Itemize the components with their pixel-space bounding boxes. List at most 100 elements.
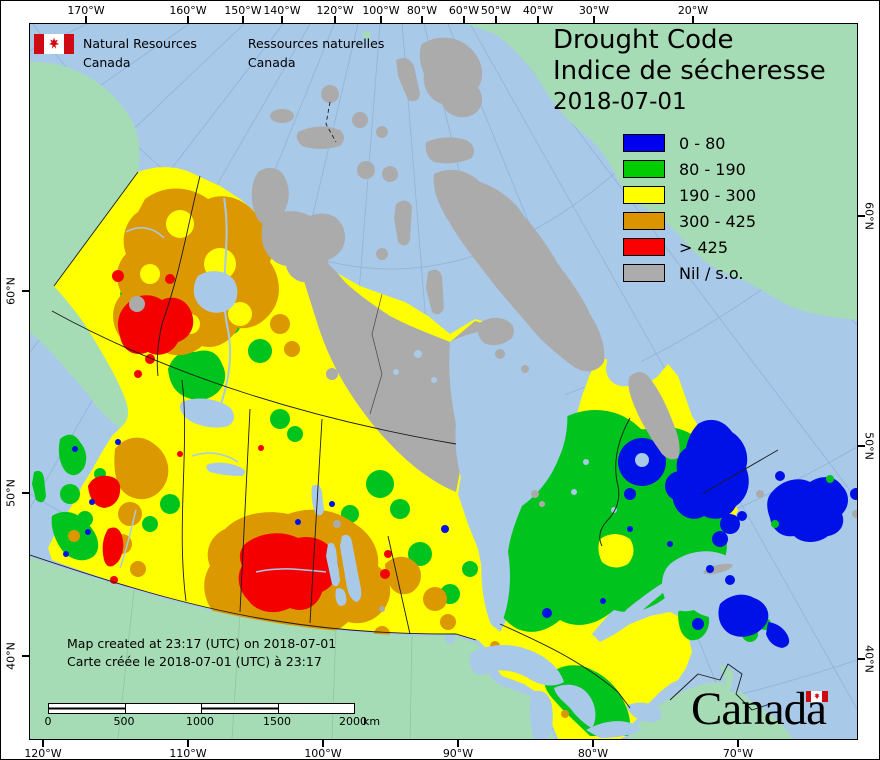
usa-east xyxy=(628,664,792,739)
lon-label-top: 20°W xyxy=(677,4,709,17)
scale-number: 500 xyxy=(113,715,135,728)
lon-label-top: 40°W xyxy=(522,4,554,17)
tick-mark xyxy=(858,658,865,660)
hudson-bay xyxy=(449,328,569,628)
lon-label-top: 160°W xyxy=(169,4,207,17)
labrador-gray-coast xyxy=(628,372,680,460)
lon-label-bottom: 80°W xyxy=(577,747,609,760)
lake-huron xyxy=(554,684,596,728)
legend-row: Nil / s.o. xyxy=(623,260,756,286)
ellesmere-island xyxy=(419,37,483,118)
lat-label-left: 60°N xyxy=(4,277,18,305)
tick-mark xyxy=(463,16,465,23)
tick-mark xyxy=(187,16,189,23)
legend: 0 - 80 80 - 190 190 - 300 300 - 425 > 42… xyxy=(623,130,756,286)
wordmark-text: Canada xyxy=(691,683,827,735)
nova-scotia xyxy=(718,594,769,637)
victoria-island xyxy=(261,211,346,283)
lake-ontario xyxy=(626,702,662,722)
tick-mark xyxy=(858,215,865,217)
lon-label-bottom: 110°W xyxy=(169,747,207,760)
nrcan-logo-text-fr: Ressources naturelles Canada xyxy=(247,36,385,70)
tick-mark xyxy=(22,492,29,494)
lat-label-left: 50°N xyxy=(4,479,18,507)
lon-label-top: 140°W xyxy=(263,4,301,17)
map-title: Drought Code Indice de sécheresse 2018-0… xyxy=(553,25,826,117)
tick-mark xyxy=(22,290,29,292)
lake-athabasca xyxy=(206,462,245,476)
legend-label: > 425 xyxy=(679,237,729,257)
baffin-island xyxy=(433,169,605,372)
legend-label: Nil / s.o. xyxy=(679,263,744,283)
legend-swatch xyxy=(623,212,665,230)
legend-row: 190 - 300 xyxy=(623,182,756,208)
tick-mark xyxy=(537,16,539,23)
lon-label-bottom: 90°W xyxy=(442,747,474,760)
tick-mark xyxy=(592,740,594,747)
lake-michigan xyxy=(529,690,553,739)
legend-row: 80 - 190 xyxy=(623,156,756,182)
tick-mark xyxy=(187,740,189,747)
legend-swatch xyxy=(623,160,665,178)
lake-superior xyxy=(469,645,564,686)
alaska xyxy=(30,61,140,428)
scale-segment xyxy=(126,704,202,713)
canada-flag-icon xyxy=(34,34,74,54)
newfoundland xyxy=(767,477,848,542)
arctic-islands xyxy=(251,37,857,575)
tick-mark xyxy=(495,16,497,23)
scale-number: 2000 xyxy=(339,715,367,728)
lon-label-top: 80°W xyxy=(406,4,438,17)
map-frame xyxy=(29,23,858,740)
tick-mark xyxy=(85,16,87,23)
sk-mb-border xyxy=(309,418,323,624)
map-created-fr: Carte créée le 2018-07-01 (UTC) à 23:17 xyxy=(67,654,322,669)
tick-mark xyxy=(322,740,324,747)
scale-number: 1500 xyxy=(263,715,291,728)
foreign-land xyxy=(30,24,857,739)
scale-segment xyxy=(49,704,126,713)
us-state-lines xyxy=(117,589,413,739)
lon-label-bottom: 120°W xyxy=(24,747,62,760)
southampton-island xyxy=(477,317,514,346)
tick-mark xyxy=(692,16,694,23)
tick-mark xyxy=(457,740,459,747)
tick-mark xyxy=(858,445,865,447)
legend-row: > 425 xyxy=(623,234,756,260)
title-fr: Indice de sécheresse xyxy=(553,56,826,86)
legend-swatch xyxy=(623,134,665,152)
rivers xyxy=(119,197,635,638)
lon-label-bottom: 70°W xyxy=(722,747,754,760)
drought-map-canvas xyxy=(30,24,857,739)
tick-mark xyxy=(421,16,423,23)
scale-unit: km xyxy=(363,715,381,728)
lon-label-bottom: 100°W xyxy=(304,747,342,760)
legend-label: 190 - 300 xyxy=(679,185,757,205)
nrcan-logo-text-en: Natural Resources Canada xyxy=(83,36,197,70)
drought-red-regions xyxy=(88,270,392,613)
lon-label-top: 150°W xyxy=(224,4,262,17)
legend-row: 0 - 80 xyxy=(623,130,756,156)
legend-swatch xyxy=(623,264,665,282)
lake-winnipeg xyxy=(340,534,362,602)
map-created-note: Map created at 23:17 (UTC) on 2018-07-01… xyxy=(67,635,336,671)
great-bear-lake xyxy=(193,271,238,313)
wordmark-flag-icon xyxy=(805,691,828,702)
ab-sk-border xyxy=(239,408,251,613)
canada-wordmark: Canada xyxy=(691,682,828,736)
lake-erie xyxy=(586,721,642,738)
scale-number: 1000 xyxy=(186,715,214,728)
tick-mark xyxy=(42,740,44,747)
banks-island xyxy=(251,167,289,225)
lat-label-left: 40°N xyxy=(4,642,18,670)
lon-label-top: 120°W xyxy=(316,4,354,17)
tick-mark xyxy=(593,16,595,23)
maple-leaf-icon xyxy=(814,692,820,699)
tick-mark xyxy=(737,740,739,747)
alaska-border xyxy=(53,171,139,287)
legend-row: 300 - 425 xyxy=(623,208,756,234)
tick-mark xyxy=(22,655,29,657)
tick-mark xyxy=(281,16,283,23)
legend-swatch xyxy=(623,238,665,256)
